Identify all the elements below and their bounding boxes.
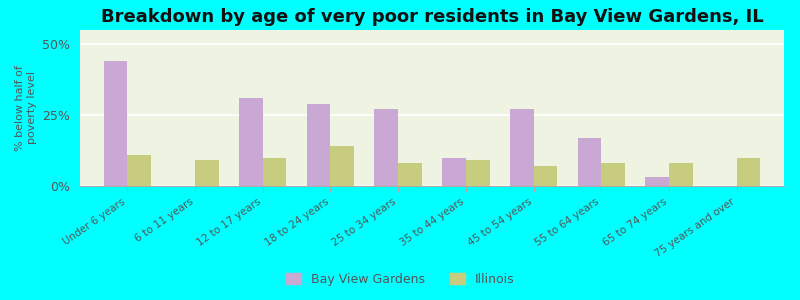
Bar <box>306 104 330 186</box>
Bar <box>602 163 625 186</box>
Title: Breakdown by age of very poor residents in Bay View Gardens, IL: Breakdown by age of very poor residents … <box>101 8 763 26</box>
Bar <box>578 138 602 186</box>
Bar <box>104 61 127 186</box>
Bar <box>442 158 466 186</box>
Bar <box>398 163 422 186</box>
Bar <box>466 160 490 186</box>
Bar <box>239 98 262 186</box>
Bar <box>195 160 218 186</box>
Bar <box>534 166 558 186</box>
Bar <box>374 110 398 186</box>
Bar <box>646 178 669 186</box>
Bar <box>330 146 354 186</box>
Bar <box>510 110 534 186</box>
Bar <box>669 163 693 186</box>
Bar <box>737 158 760 186</box>
Bar <box>127 155 151 186</box>
Y-axis label: % below half of
poverty level: % below half of poverty level <box>15 65 37 151</box>
Bar <box>262 158 286 186</box>
Legend: Bay View Gardens, Illinois: Bay View Gardens, Illinois <box>281 268 519 291</box>
